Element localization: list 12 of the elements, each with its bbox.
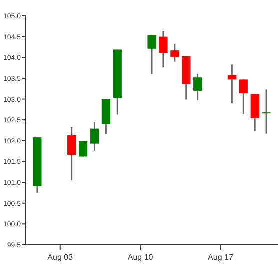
- candlestick: [148, 34, 156, 76]
- candlestick: [194, 73, 202, 102]
- candlestick: [170, 43, 180, 63]
- candlestick: [68, 126, 76, 182]
- candlestick: [159, 30, 168, 68]
- x-tick-label: Aug 10: [128, 253, 154, 262]
- candlestick: [228, 64, 236, 104]
- candlestick: [262, 88, 271, 135]
- candlestick: [239, 78, 248, 116]
- x-tick-label: Aug 17: [208, 253, 234, 262]
- candlestick: [90, 121, 100, 152]
- x-tick-label: Aug 03: [48, 253, 74, 262]
